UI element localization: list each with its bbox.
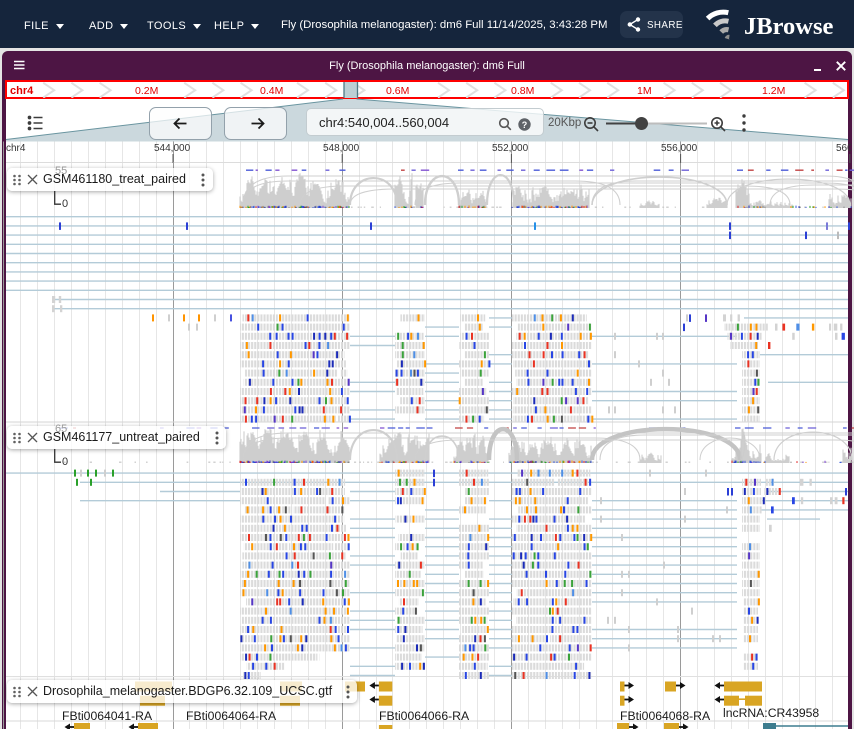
svg-text:?: ? [522,120,528,130]
